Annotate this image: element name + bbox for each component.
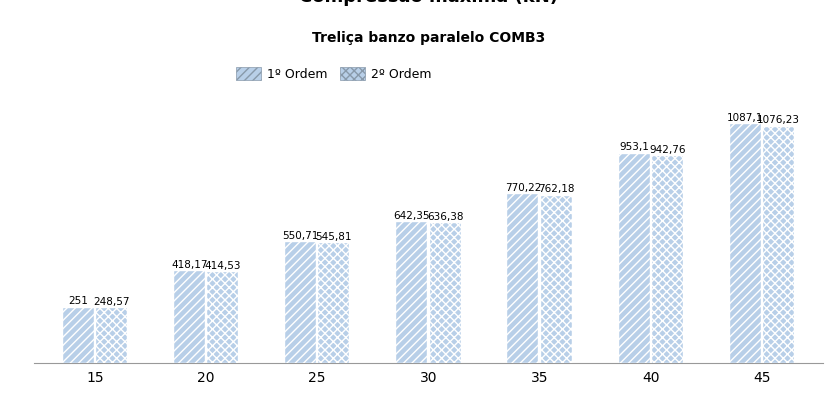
Text: 248,57: 248,57 xyxy=(93,297,129,307)
Bar xyxy=(62,307,93,363)
Text: Compressão máxima (kN): Compressão máxima (kN) xyxy=(299,0,558,6)
Bar xyxy=(652,156,683,363)
Text: 545,81: 545,81 xyxy=(316,232,352,242)
Text: 770,22: 770,22 xyxy=(505,183,541,193)
Text: 1076,23: 1076,23 xyxy=(757,115,801,125)
Bar xyxy=(541,195,572,363)
Bar xyxy=(764,127,795,363)
Text: 251: 251 xyxy=(68,296,88,306)
Bar xyxy=(429,223,460,363)
Bar xyxy=(96,308,127,363)
Bar xyxy=(174,271,205,363)
Legend: 1º Ordem, 2º Ordem: 1º Ordem, 2º Ordem xyxy=(231,62,437,86)
Bar xyxy=(618,154,649,363)
Text: 550,71: 550,71 xyxy=(282,231,318,241)
Text: 953,1: 953,1 xyxy=(619,142,649,152)
Bar xyxy=(285,242,316,363)
Text: 762,18: 762,18 xyxy=(538,184,575,194)
Text: 414,53: 414,53 xyxy=(204,260,241,270)
Bar xyxy=(396,222,428,363)
Bar xyxy=(730,125,761,363)
Bar xyxy=(207,272,239,363)
Bar xyxy=(507,194,538,363)
Text: 942,76: 942,76 xyxy=(649,145,685,155)
Text: 418,17: 418,17 xyxy=(171,260,207,270)
Bar xyxy=(318,243,349,363)
Text: Treliça banzo paralelo COMB3: Treliça banzo paralelo COMB3 xyxy=(312,31,545,45)
Text: 1087,1: 1087,1 xyxy=(727,113,764,123)
Text: 636,38: 636,38 xyxy=(427,212,464,222)
Text: 642,35: 642,35 xyxy=(393,210,430,220)
